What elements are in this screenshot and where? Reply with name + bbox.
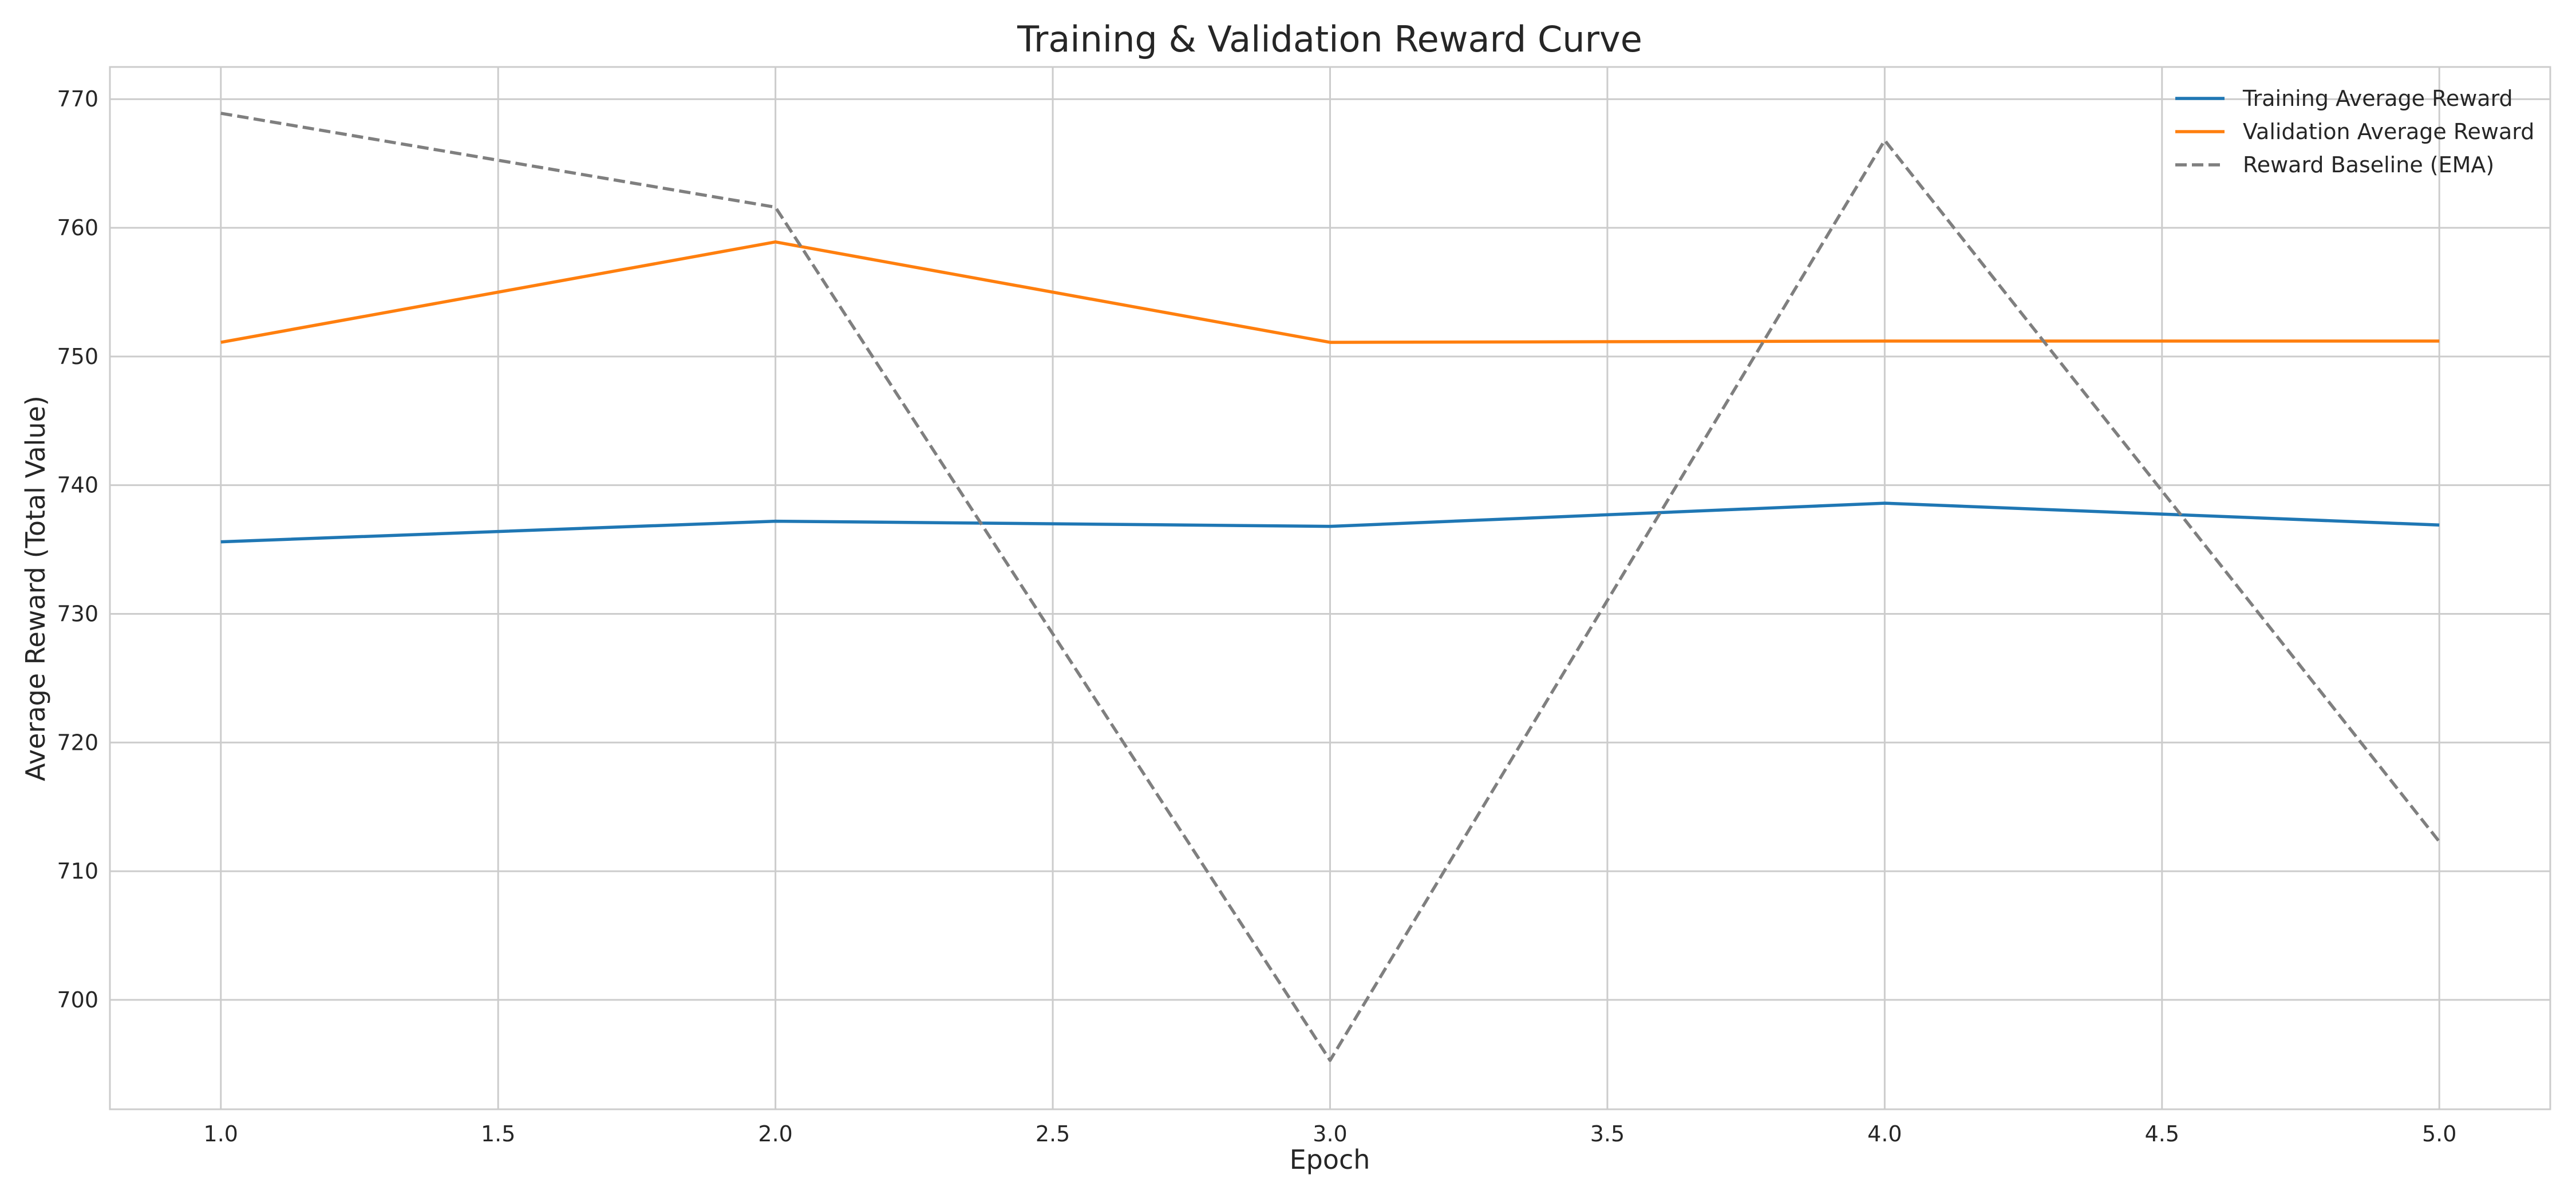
plot-frame <box>109 66 2551 1110</box>
x-tick-label: 2.0 <box>758 1121 792 1146</box>
y-tick-label: 770 <box>57 86 98 112</box>
y-tick-label: 720 <box>57 730 98 755</box>
x-tick-label: 2.5 <box>1036 1121 1070 1146</box>
grid <box>110 67 2550 1109</box>
chart-title: Training & Validation Reward Curve <box>1017 18 1642 60</box>
y-tick-label: 710 <box>57 859 98 884</box>
x-axis-label: Epoch <box>1290 1144 1370 1175</box>
x-tick-label: 3.5 <box>1590 1121 1625 1146</box>
y-axis-label: Average Reward (Total Value) <box>20 396 51 781</box>
legend-label: Training Average Reward <box>2242 86 2513 111</box>
y-tick-label: 760 <box>57 215 98 240</box>
y-tick-label: 740 <box>57 473 98 498</box>
x-tick-label: 4.0 <box>1867 1121 1902 1146</box>
x-tick-label: 1.0 <box>204 1121 238 1146</box>
tick-labels: 1.0 1.5 2.0 2.5 3.0 3.5 4.0 4.5 5.0 700 710 720 730 7… <box>57 86 2456 1146</box>
series-line-3 <box>220 112 2441 1062</box>
y-tick-label: 700 <box>57 987 98 1013</box>
legend: Training Average Reward Validation Averag… <box>2175 86 2534 177</box>
x-tick-label: 1.5 <box>481 1121 515 1146</box>
x-tick-label: 3.0 <box>1313 1121 1347 1146</box>
x-tick-label: 5.0 <box>2422 1121 2456 1146</box>
series-line-2 <box>220 240 2440 344</box>
y-tick-label: 730 <box>57 601 98 626</box>
legend-label: Validation Average Reward <box>2243 119 2534 144</box>
y-tick-label: 750 <box>57 344 98 369</box>
legend-label: Reward Baseline (EMA) <box>2243 152 2494 177</box>
series-lines <box>220 112 2441 1062</box>
x-tick-label: 4.5 <box>2145 1121 2179 1146</box>
series-line-1 <box>220 501 2440 544</box>
